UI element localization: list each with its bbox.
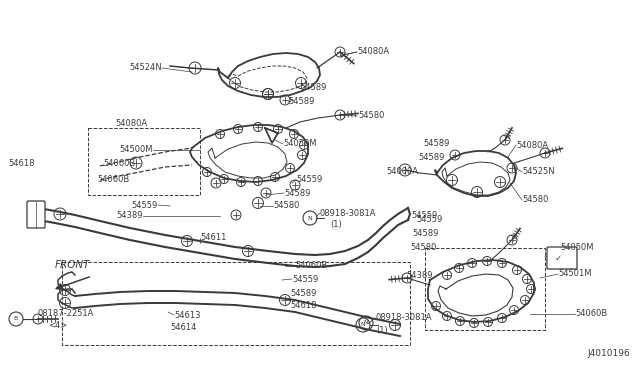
Text: 54389: 54389 <box>116 212 143 221</box>
Text: 54500M: 54500M <box>120 145 153 154</box>
FancyBboxPatch shape <box>27 201 45 228</box>
Text: 54614: 54614 <box>170 324 196 333</box>
Text: 54080A: 54080A <box>357 48 389 57</box>
Text: 54589: 54589 <box>288 97 314 106</box>
Text: 54580: 54580 <box>522 196 548 205</box>
Text: B: B <box>14 317 18 321</box>
Text: 54524N: 54524N <box>129 64 162 73</box>
Text: 54525N: 54525N <box>522 167 555 176</box>
Text: 54580: 54580 <box>273 202 300 211</box>
FancyBboxPatch shape <box>547 247 577 269</box>
Text: 54050M: 54050M <box>560 244 593 253</box>
Text: 54080A: 54080A <box>516 141 548 150</box>
Text: 08918-3081A: 08918-3081A <box>320 208 376 218</box>
Text: 54613: 54613 <box>174 311 200 320</box>
Text: 54589: 54589 <box>424 138 450 148</box>
Text: 54080A: 54080A <box>116 119 148 128</box>
Text: 54000A: 54000A <box>386 167 418 176</box>
Text: 54060B: 54060B <box>295 262 327 270</box>
Text: N: N <box>364 321 369 326</box>
Text: (1): (1) <box>376 326 388 334</box>
Text: 54559: 54559 <box>292 275 318 283</box>
Text: ✓: ✓ <box>554 253 561 263</box>
Text: 54580: 54580 <box>358 112 385 121</box>
Text: 54580: 54580 <box>411 244 437 253</box>
Text: 08918-3081A: 08918-3081A <box>375 314 431 323</box>
Text: 54501M: 54501M <box>558 269 591 279</box>
Polygon shape <box>265 128 278 143</box>
Text: 08187-2251A: 08187-2251A <box>38 310 94 318</box>
Text: 54559: 54559 <box>412 211 438 219</box>
Text: 54589: 54589 <box>300 83 326 93</box>
Text: J4010196: J4010196 <box>588 349 630 358</box>
Text: 54589: 54589 <box>413 230 439 238</box>
Text: (1): (1) <box>330 219 342 228</box>
Text: N: N <box>308 215 312 221</box>
Text: 54050M: 54050M <box>283 140 317 148</box>
Text: 54589: 54589 <box>419 153 445 161</box>
Text: 54060B: 54060B <box>575 310 607 318</box>
Text: 54559: 54559 <box>296 176 323 185</box>
Text: FRONT: FRONT <box>54 260 90 270</box>
Text: 54559: 54559 <box>417 215 443 224</box>
Text: 54060B: 54060B <box>98 176 130 185</box>
Text: 54611: 54611 <box>200 234 227 243</box>
Text: 54060B: 54060B <box>104 158 136 167</box>
Text: <4>: <4> <box>48 321 67 330</box>
Text: 54589: 54589 <box>284 189 310 198</box>
Text: 54618: 54618 <box>8 158 35 167</box>
Text: N: N <box>360 323 365 327</box>
Text: 54589: 54589 <box>290 289 316 298</box>
Text: 54618: 54618 <box>290 301 317 311</box>
Text: 54559: 54559 <box>132 201 158 209</box>
Text: 54389: 54389 <box>406 270 433 279</box>
